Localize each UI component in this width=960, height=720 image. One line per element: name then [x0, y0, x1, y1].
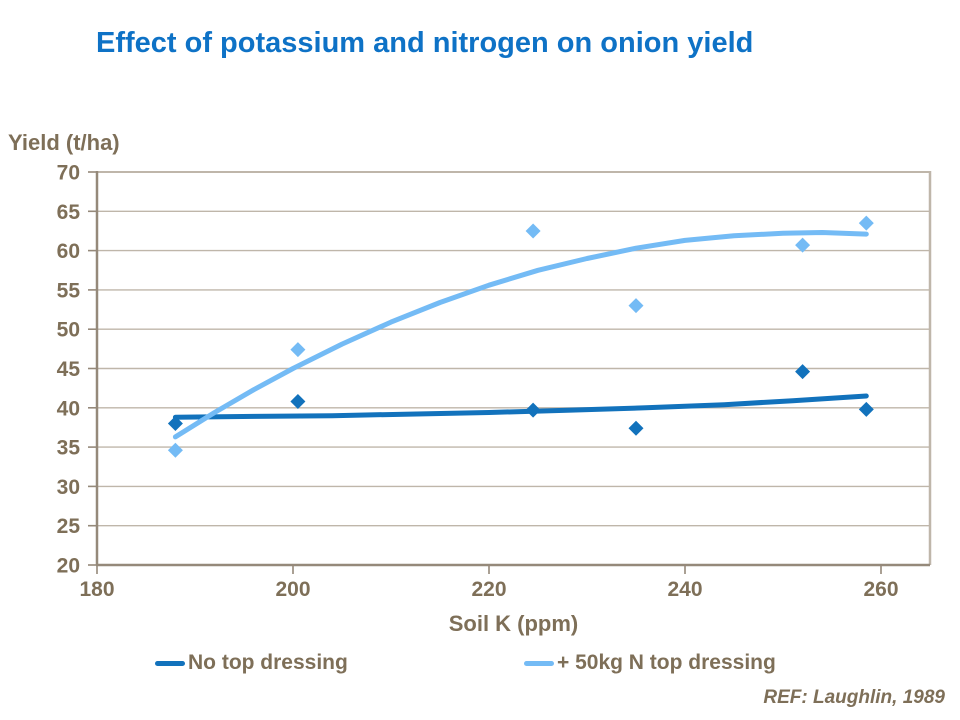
- y-tick-label-30: 30: [57, 476, 80, 499]
- x-tick-label-220: 220: [471, 578, 506, 601]
- y-tick-label-35: 35: [57, 437, 81, 460]
- trend-line-no-top-dressing: [172, 393, 869, 420]
- legend-label-50kg-n-top-dressing: + 50kg N top dressing: [557, 651, 776, 674]
- marker-none-point-4: [795, 364, 811, 380]
- x-axis-title: Soil K (ppm): [448, 611, 579, 636]
- legend-item-no-top-dressing: No top dressing: [155, 651, 348, 675]
- y-tick-label-55: 55: [57, 279, 81, 302]
- y-tick-label-70: 70: [57, 162, 80, 185]
- legend-label-no-top-dressing: No top dressing: [188, 651, 348, 674]
- marker-none-point-0: [167, 416, 183, 432]
- reference-citation: REF: Laughlin, 1989: [763, 687, 945, 708]
- marker-n50-point-5: [858, 215, 874, 231]
- marker-n50-point-1: [290, 342, 306, 358]
- legend-swatch-no-top-dressing: [155, 660, 185, 666]
- marker-none-point-5: [858, 401, 874, 417]
- x-tick-label-180: 180: [79, 578, 114, 601]
- y-tick-label-40: 40: [57, 397, 80, 420]
- y-axis-title: Yield (t/ha): [8, 130, 120, 155]
- y-tick-label-50: 50: [57, 319, 80, 342]
- marker-n50-point-0: [167, 442, 183, 458]
- legend-swatch-50kg-n-top-dressing: [524, 660, 554, 666]
- y-tick-label-45: 45: [57, 358, 81, 381]
- x-tick-label-260: 260: [863, 578, 898, 601]
- marker-none-point-2: [525, 402, 541, 418]
- marker-none-point-3: [628, 420, 644, 436]
- trend-line-50kg-n-top-dressing: [172, 230, 869, 440]
- chart-title: Effect of potassium and nitrogen on onio…: [96, 27, 754, 59]
- marker-n50-point-2: [525, 223, 541, 239]
- marker-n50-point-4: [795, 237, 811, 253]
- y-tick-label-25: 25: [57, 515, 81, 538]
- legend-item-50kg-n-top-dressing: + 50kg N top dressing: [524, 651, 776, 675]
- y-tick-label-20: 20: [57, 555, 80, 578]
- x-tick-label-240: 240: [667, 578, 702, 601]
- marker-n50-point-3: [628, 298, 644, 314]
- y-tick-label-60: 60: [57, 240, 80, 263]
- x-tick-label-200: 200: [275, 578, 310, 601]
- y-tick-label-65: 65: [57, 201, 81, 224]
- marker-none-point-1: [290, 394, 306, 410]
